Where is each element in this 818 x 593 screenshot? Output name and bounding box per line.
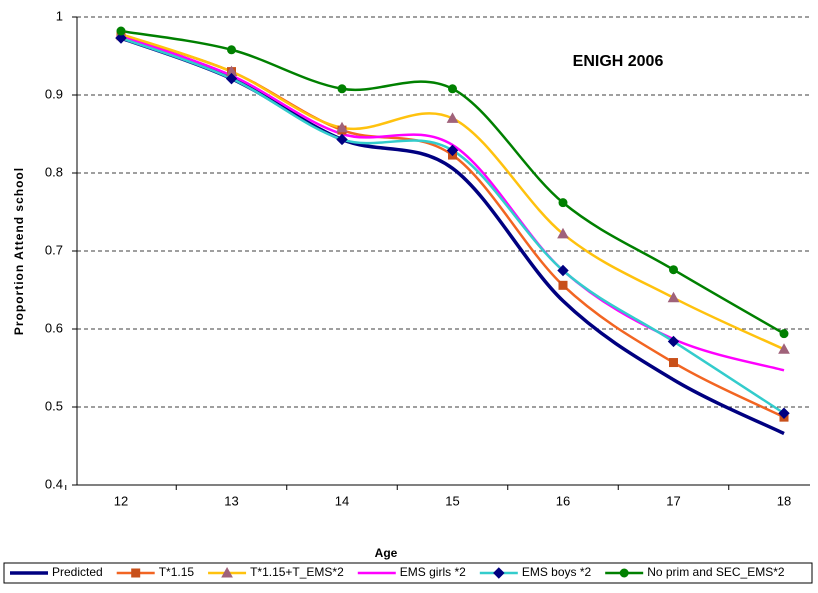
- x-tick-label: 15: [445, 493, 459, 508]
- marker: [557, 264, 569, 277]
- legend-label: T*1.15: [159, 565, 195, 579]
- series-line: [120, 32, 785, 351]
- y-tick-label: 0.9: [45, 86, 63, 101]
- x-tick-label: 14: [335, 493, 349, 508]
- x-tick-label: 18: [777, 493, 791, 508]
- y-tick-label: 0.8: [45, 164, 63, 179]
- y-tick-label: 0.7: [45, 242, 63, 257]
- marker: [779, 329, 789, 339]
- marker: [225, 72, 238, 85]
- x-tick-label: 13: [224, 493, 238, 508]
- marker: [336, 133, 348, 146]
- x-tick-label: 17: [666, 493, 680, 508]
- legend-label: EMS girls *2: [400, 565, 466, 579]
- marker: [446, 112, 459, 123]
- series-line: [120, 36, 785, 415]
- marker: [558, 198, 568, 208]
- y-tick-label: 1: [56, 8, 63, 23]
- marker: [115, 32, 127, 44]
- y-tick-label: 0.5: [45, 398, 63, 413]
- marker: [619, 568, 629, 578]
- marker: [667, 291, 680, 303]
- marker: [446, 144, 459, 157]
- marker: [557, 227, 569, 239]
- y-axis-label: Proportion Attend school: [12, 167, 26, 335]
- marker: [558, 280, 568, 290]
- marker: [116, 26, 126, 36]
- marker: [221, 566, 233, 578]
- y-tick-label: 0.4: [45, 476, 63, 491]
- x-axis-label: Age: [375, 546, 398, 560]
- x-tick-label: 12: [114, 493, 128, 508]
- marker: [669, 265, 678, 275]
- marker: [778, 407, 790, 419]
- legend-label: T*1.15+T_EMS*2: [250, 565, 344, 579]
- marker: [131, 568, 141, 578]
- legend-label: EMS boys *2: [522, 565, 592, 579]
- legend-label: Predicted: [52, 565, 103, 579]
- marker: [336, 121, 348, 133]
- marker: [337, 84, 347, 94]
- y-tick-label: 0.6: [45, 320, 63, 335]
- marker: [667, 335, 680, 348]
- marker: [669, 358, 678, 368]
- marker: [778, 343, 790, 354]
- marker: [227, 45, 236, 55]
- series-line: [120, 29, 785, 335]
- marker: [448, 84, 457, 94]
- marker: [493, 567, 505, 579]
- annotation: ENIGH 2006: [573, 53, 664, 70]
- legend-box: [3, 562, 813, 584]
- series-line: [120, 36, 785, 436]
- legend-label: No prim and SEC_EMS*2: [647, 565, 785, 579]
- x-tick-label: 16: [556, 493, 570, 508]
